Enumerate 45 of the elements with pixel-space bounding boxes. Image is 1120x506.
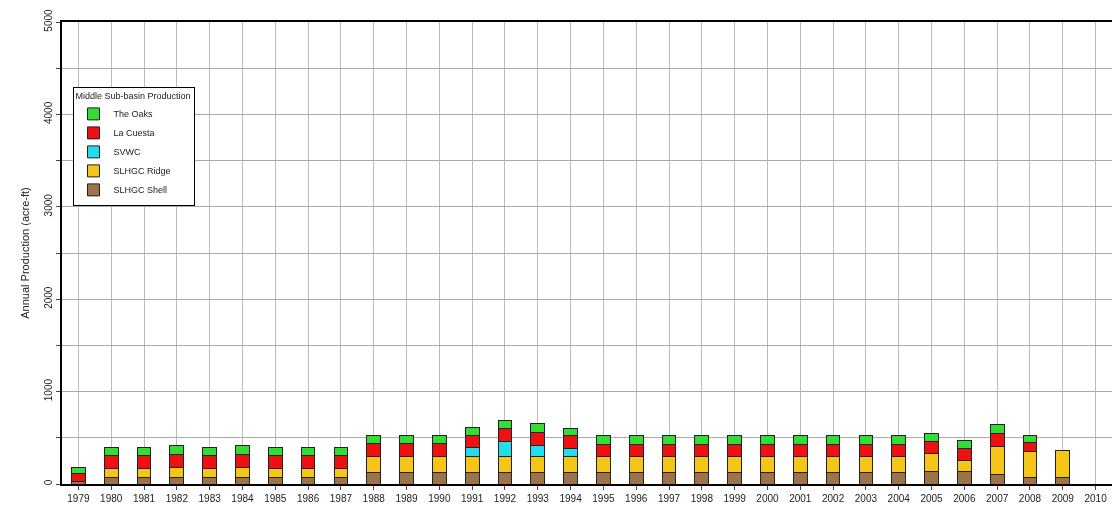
x-tick-label: 1999 — [723, 493, 747, 504]
x-tick-label: 2008 — [1018, 493, 1042, 504]
x-tick-label: 1998 — [690, 493, 714, 504]
legend-label: SLHGC Ridge — [113, 166, 171, 177]
x-tick-label: 2005 — [920, 493, 944, 504]
x-tick-label: 1991 — [461, 493, 484, 504]
x-tick-label: 1993 — [526, 493, 550, 504]
y-tick-label: 5000 — [43, 8, 54, 32]
x-tick-label: 2003 — [854, 493, 878, 504]
x-tick-label: 2002 — [821, 493, 845, 504]
y-tick-label: 2000 — [43, 286, 54, 309]
x-tick-label: 1979 — [67, 493, 90, 504]
x-tick-label: 2007 — [986, 493, 1009, 504]
x-tick-label: 1989 — [395, 493, 419, 504]
legend-title: Middle Sub-basin Production — [75, 91, 191, 102]
x-tick-label: 1980 — [100, 493, 123, 504]
x-tick-label: 1997 — [657, 493, 681, 504]
x-tick-label: 1988 — [362, 493, 386, 504]
x-tick-label: 2001 — [789, 493, 812, 504]
y-tick-label: 0 — [43, 479, 54, 486]
y-axis-title: Annual Production (acre-ft) — [19, 187, 31, 319]
x-tick-label: 1982 — [165, 493, 189, 504]
x-tick-label: 2004 — [887, 493, 911, 504]
x-tick-label: 1984 — [231, 493, 255, 504]
x-tick-label: 1994 — [559, 493, 583, 504]
x-tick-label: 2009 — [1051, 493, 1075, 504]
x-tick-label: 1996 — [625, 493, 648, 504]
y-tick-label: 4000 — [43, 101, 54, 125]
legend-label: SVWC — [113, 147, 141, 158]
x-tick-label: 2010 — [1084, 493, 1108, 504]
y-tick-label: 1000 — [43, 378, 54, 402]
x-tick-label: 2006 — [953, 493, 976, 504]
x-tick-label: 1981 — [132, 493, 156, 504]
x-tick-label: 2000 — [756, 493, 780, 504]
x-tick-label: 1987 — [329, 493, 353, 504]
y-tick-label: 3000 — [43, 193, 54, 217]
legend-label: SLHGC Shell — [113, 185, 168, 196]
x-tick-label: 1985 — [264, 493, 287, 504]
legend-label: The Oaks — [113, 109, 154, 120]
legend-label: La Cuesta — [113, 128, 155, 139]
x-tick-label: 1990 — [428, 493, 451, 504]
x-tick-label: 1995 — [592, 493, 615, 504]
x-tick-label: 1986 — [296, 493, 320, 504]
x-tick-label: 1992 — [493, 493, 517, 504]
x-tick-label: 1983 — [198, 493, 222, 504]
